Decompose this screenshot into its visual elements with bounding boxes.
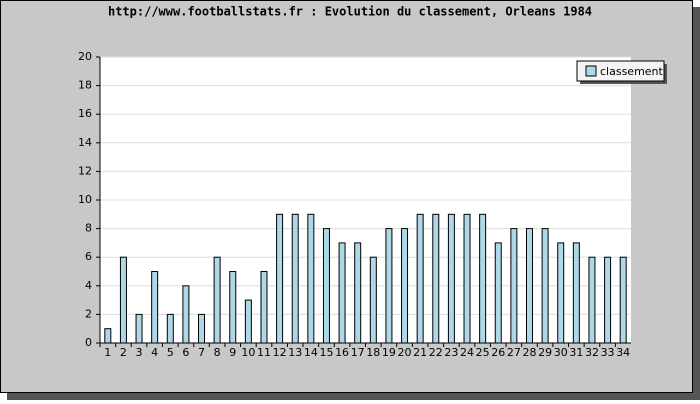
bar: [369, 256, 377, 344]
y-tick-label: 20: [78, 50, 92, 63]
bar: [229, 271, 237, 344]
bar: [151, 271, 159, 344]
x-tick-label: 5: [167, 346, 174, 359]
x-tick-label: 33: [601, 346, 615, 359]
bar: [432, 213, 440, 344]
bar: [166, 313, 174, 344]
y-tick-label: 12: [78, 164, 92, 177]
bar: [541, 228, 549, 344]
x-tick-label: 27: [507, 346, 521, 359]
bar: [557, 242, 565, 344]
x-tick-label: 2: [120, 346, 127, 359]
bar: [572, 242, 580, 344]
bar: [416, 213, 424, 344]
x-tick-label: 3: [136, 346, 143, 359]
x-tick-label: 26: [491, 346, 505, 359]
y-tick-label: 2: [85, 307, 92, 320]
bar: [276, 213, 284, 344]
x-tick-label: 31: [569, 346, 583, 359]
y-tick-label: 16: [78, 107, 92, 120]
bar: [385, 228, 393, 344]
x-tick-label: 29: [538, 346, 552, 359]
y-tick-label: 14: [78, 136, 92, 149]
x-tick-label: 21: [413, 346, 427, 359]
bar: [510, 228, 518, 344]
bar: [104, 328, 112, 344]
y-tick-label: 6: [85, 250, 92, 263]
x-tick-label: 13: [288, 346, 302, 359]
x-tick-label: 4: [151, 346, 158, 359]
bar: [198, 313, 206, 344]
x-tick-label: 10: [241, 346, 255, 359]
bar: [604, 256, 612, 344]
x-tick-label: 17: [351, 346, 365, 359]
bar: [244, 299, 252, 344]
bar: [619, 256, 627, 344]
legend-swatch: [585, 65, 597, 77]
y-tick-label: 10: [78, 193, 92, 206]
bar: [463, 213, 471, 344]
bar: [182, 285, 190, 344]
x-tick-label: 15: [319, 346, 333, 359]
bar: [401, 228, 409, 344]
y-tick-label: 18: [78, 79, 92, 92]
x-tick-label: 30: [554, 346, 568, 359]
x-tick-label: 19: [382, 346, 396, 359]
legend-box: [576, 60, 665, 82]
legend-label: classement: [600, 65, 664, 78]
x-tick-label: 18: [366, 346, 380, 359]
x-tick-label: 28: [522, 346, 536, 359]
bar: [354, 242, 362, 344]
bar: [588, 256, 596, 344]
bar: [307, 213, 315, 344]
y-tick-label: 0: [85, 336, 92, 349]
chart-title: http://www.footballstats.fr : Evolution …: [108, 5, 592, 19]
x-tick-label: 9: [229, 346, 236, 359]
bar: [213, 256, 221, 344]
x-tick-label: 6: [182, 346, 189, 359]
x-tick-label: 20: [398, 346, 412, 359]
bar: [119, 256, 127, 344]
bar: [291, 213, 299, 344]
bar: [447, 213, 455, 344]
x-tick-label: 23: [444, 346, 458, 359]
x-tick-label: 22: [429, 346, 443, 359]
x-tick-label: 34: [616, 346, 630, 359]
bar: [322, 228, 330, 344]
x-tick-label: 11: [257, 346, 271, 359]
bar: [135, 313, 143, 344]
x-tick-label: 8: [214, 346, 221, 359]
bar: [479, 213, 487, 344]
y-tick-label: 4: [85, 279, 92, 292]
bar: [338, 242, 346, 344]
x-tick-label: 7: [198, 346, 205, 359]
x-tick-label: 25: [476, 346, 490, 359]
x-tick-label: 24: [460, 346, 474, 359]
bar: [525, 228, 533, 344]
x-tick-label: 14: [304, 346, 318, 359]
x-tick-label: 16: [335, 346, 349, 359]
bar: [260, 271, 268, 344]
x-tick-label: 12: [273, 346, 287, 359]
x-tick-label: 32: [585, 346, 599, 359]
y-tick-label: 8: [85, 222, 92, 235]
bar: [494, 242, 502, 344]
x-tick-label: 1: [104, 346, 111, 359]
